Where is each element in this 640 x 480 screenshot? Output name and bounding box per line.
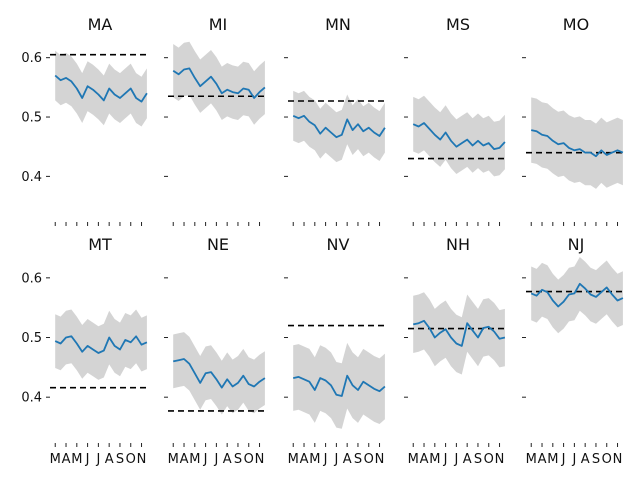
y-tick-label: 0.5: [21, 111, 42, 126]
series-line: [412, 122, 506, 151]
x-tick-label: S: [592, 452, 600, 467]
x-tick-label: M: [71, 452, 82, 467]
panel-ma: MA 0.4 0.5 0.6: [21, 15, 150, 226]
x-tick-label: J: [443, 452, 448, 467]
x-tick-label: M: [429, 452, 440, 467]
y-tick-label: 0.6: [21, 51, 42, 66]
series-line: [413, 319, 506, 347]
confidence-band: [55, 309, 147, 380]
x-tick-label: N: [255, 452, 265, 467]
panel-title: MI: [209, 15, 228, 34]
y-tick-label: 0.5: [21, 331, 42, 346]
x-tick-label: S: [116, 452, 124, 467]
x-tick-label: J: [571, 452, 576, 467]
series-line: [531, 129, 624, 158]
confidence-band: [293, 90, 385, 163]
x-tick-label: M: [189, 452, 200, 467]
confidence-band: [173, 41, 265, 125]
series-line: [292, 114, 386, 139]
panel-mn: MN: [284, 15, 388, 226]
x-tick-label: J: [85, 452, 90, 467]
series-line: [54, 335, 148, 354]
panel-title: MT: [88, 235, 112, 254]
confidence-band: [55, 50, 147, 127]
confidence-band: [531, 97, 623, 189]
series-line: [54, 74, 148, 103]
x-tick-label: J: [203, 452, 208, 467]
panel-ms: MS: [404, 15, 508, 226]
x-tick-label: A: [343, 452, 352, 467]
x-tick-label: J: [323, 452, 328, 467]
panel-title: NE: [207, 235, 229, 254]
x-tick-label: M: [526, 452, 537, 467]
confidence-band: [293, 342, 385, 429]
y-tick-label: 0.4: [21, 170, 42, 185]
x-tick-label: J: [95, 452, 100, 467]
panel-mi: MI: [164, 15, 268, 226]
series-line: [530, 282, 624, 308]
x-tick-label: N: [137, 452, 147, 467]
x-tick-label: M: [50, 452, 61, 467]
x-tick-label: J: [213, 452, 218, 467]
panel-title: MO: [563, 15, 589, 34]
confidence-band: [531, 257, 623, 334]
panel-title: MS: [446, 15, 470, 34]
x-tick-label: A: [223, 452, 232, 467]
x-tick-label: A: [581, 452, 590, 467]
panel-title: MN: [325, 15, 351, 34]
x-tick-label: M: [408, 452, 419, 467]
panel-nv: NVM A M J J A S O N: [284, 235, 388, 467]
x-tick-label: O: [126, 452, 136, 467]
panel-mo: MO: [522, 15, 626, 226]
panel-title: MA: [88, 15, 113, 34]
confidence-band: [413, 95, 505, 177]
x-tick-label: N: [613, 452, 623, 467]
x-tick-label: J: [333, 452, 338, 467]
x-tick-label: A: [180, 452, 189, 467]
x-tick-label: A: [300, 452, 309, 467]
x-tick-label: M: [547, 452, 558, 467]
x-tick-label: A: [420, 452, 429, 467]
series-line: [173, 358, 266, 389]
panel-title: NJ: [568, 235, 585, 254]
x-tick-label: N: [495, 452, 505, 467]
panel-ne: NEM A M J J A S O N: [164, 235, 268, 467]
series-line: [293, 374, 386, 397]
panel-nj: NJM A M J J A S O N: [522, 235, 626, 467]
x-tick-label: A: [463, 452, 472, 467]
x-tick-label: M: [168, 452, 179, 467]
x-tick-label: O: [602, 452, 612, 467]
confidence-band: [173, 332, 265, 415]
y-tick-label: 0.6: [21, 271, 42, 286]
x-tick-label: O: [364, 452, 374, 467]
panel-title: NH: [446, 235, 470, 254]
y-tick-label: 0.4: [21, 391, 42, 406]
confidence-band: [413, 292, 505, 375]
x-tick-label: A: [105, 452, 114, 467]
x-tick-label: J: [453, 452, 458, 467]
x-tick-label: M: [288, 452, 299, 467]
x-tick-label: S: [474, 452, 482, 467]
x-tick-label: A: [62, 452, 71, 467]
panel-mt: MT0.40.50.6M A M J J A S O N: [21, 235, 150, 467]
panel-nh: NHM A M J J A S O N: [404, 235, 508, 467]
x-tick-label: A: [538, 452, 547, 467]
x-tick-label: O: [244, 452, 254, 467]
series-line: [172, 67, 266, 99]
x-tick-label: S: [354, 452, 362, 467]
x-tick-label: J: [561, 452, 566, 467]
panel-title: NV: [327, 235, 350, 254]
x-tick-label: O: [484, 452, 494, 467]
x-tick-label: S: [234, 452, 242, 467]
x-tick-label: M: [309, 452, 320, 467]
x-tick-label: N: [375, 452, 385, 467]
